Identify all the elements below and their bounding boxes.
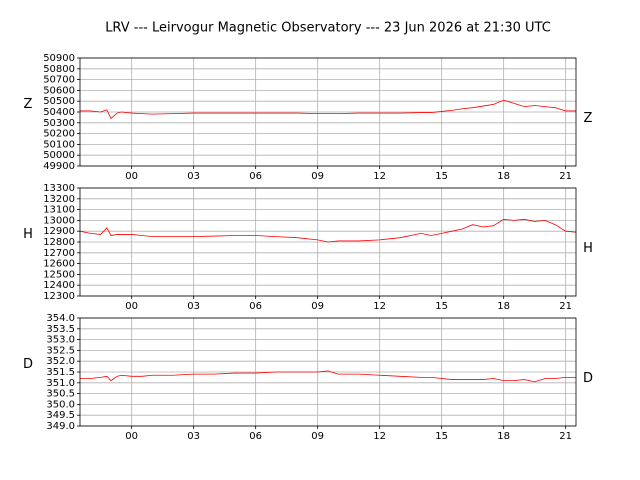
- y-tick-label: 352.5: [46, 345, 75, 356]
- x-tick-label: 21: [559, 301, 572, 312]
- y-axis-label-right: Z: [584, 111, 593, 126]
- y-tick-label: 352.0: [46, 356, 75, 367]
- plot-frame: [79, 57, 577, 167]
- y-tick-label: 350.0: [46, 399, 75, 410]
- y-tick-label: 354.0: [46, 313, 75, 324]
- data-line: [79, 218, 577, 243]
- y-tick-label: 353.0: [46, 335, 75, 346]
- y-tick-label: 350.5: [46, 389, 75, 400]
- plot-frame: [79, 187, 577, 297]
- y-tick-label: 13300: [43, 183, 75, 194]
- y-tick-label: 349.5: [46, 410, 75, 421]
- data-line: [80, 370, 576, 383]
- x-tick-label: 06: [249, 301, 262, 312]
- data-line: [80, 99, 576, 120]
- x-tick-label: 06: [249, 431, 262, 442]
- x-tick-label: 03: [187, 171, 200, 182]
- y-tick-label: 12500: [43, 269, 75, 280]
- x-tick-label: 12: [373, 171, 386, 182]
- y-tick-label: 351.0: [46, 378, 75, 389]
- x-tick-label: 21: [559, 171, 572, 182]
- x-tick-label: 18: [497, 301, 510, 312]
- x-tick-label: 00: [125, 431, 138, 442]
- y-tick-label: 12700: [43, 248, 75, 259]
- x-tick-label: 12: [373, 431, 386, 442]
- y-tick-label: 50900: [43, 53, 75, 64]
- x-tick-label: 09: [311, 171, 324, 182]
- y-tick-label: 50300: [43, 118, 75, 129]
- x-tick-label: 03: [187, 301, 200, 312]
- x-tick-label: 00: [125, 171, 138, 182]
- y-tick-label: 50700: [43, 75, 75, 86]
- y-axis-label-right: H: [583, 241, 593, 256]
- y-tick-label: 12300: [43, 291, 75, 302]
- y-tick-label: 12800: [43, 237, 75, 248]
- y-axis-label-right: D: [583, 371, 593, 386]
- y-tick-label: 351.5: [46, 367, 75, 378]
- y-tick-label: 49900: [43, 161, 75, 172]
- y-axis-label: D: [23, 357, 33, 372]
- y-tick-label: 13200: [43, 194, 75, 205]
- x-tick-label: 21: [559, 431, 572, 442]
- y-tick-label: 13100: [43, 205, 75, 216]
- x-tick-label: 00: [125, 301, 138, 312]
- y-tick-label: 50100: [43, 139, 75, 150]
- y-tick-label: 12600: [43, 259, 75, 270]
- y-tick-label: 50000: [43, 150, 75, 161]
- x-tick-label: 09: [311, 301, 324, 312]
- y-tick-label: 50500: [43, 96, 75, 107]
- y-tick-label: 50200: [43, 129, 75, 140]
- y-tick-label: 349.0: [46, 421, 75, 432]
- y-tick-label: 12400: [43, 280, 75, 291]
- x-tick-label: 15: [435, 301, 448, 312]
- x-tick-label: 15: [435, 171, 448, 182]
- x-tick-label: 12: [373, 301, 386, 312]
- x-tick-label: 18: [497, 431, 510, 442]
- x-tick-label: 06: [249, 171, 262, 182]
- y-tick-label: 353.5: [46, 324, 75, 335]
- x-tick-label: 03: [187, 431, 200, 442]
- y-tick-label: 50600: [43, 85, 75, 96]
- y-tick-label: 13000: [43, 215, 75, 226]
- y-tick-label: 50800: [43, 64, 75, 75]
- x-tick-label: 15: [435, 431, 448, 442]
- plot-frame: [79, 317, 577, 427]
- chart-title: LRV --- Leirvogur Magnetic Observatory -…: [105, 21, 551, 36]
- y-axis-label: Z: [24, 97, 33, 112]
- y-tick-label: 50400: [43, 107, 75, 118]
- y-axis-label: H: [23, 227, 33, 242]
- x-tick-label: 09: [311, 431, 324, 442]
- y-tick-label: 12900: [43, 226, 75, 237]
- x-tick-label: 18: [497, 171, 510, 182]
